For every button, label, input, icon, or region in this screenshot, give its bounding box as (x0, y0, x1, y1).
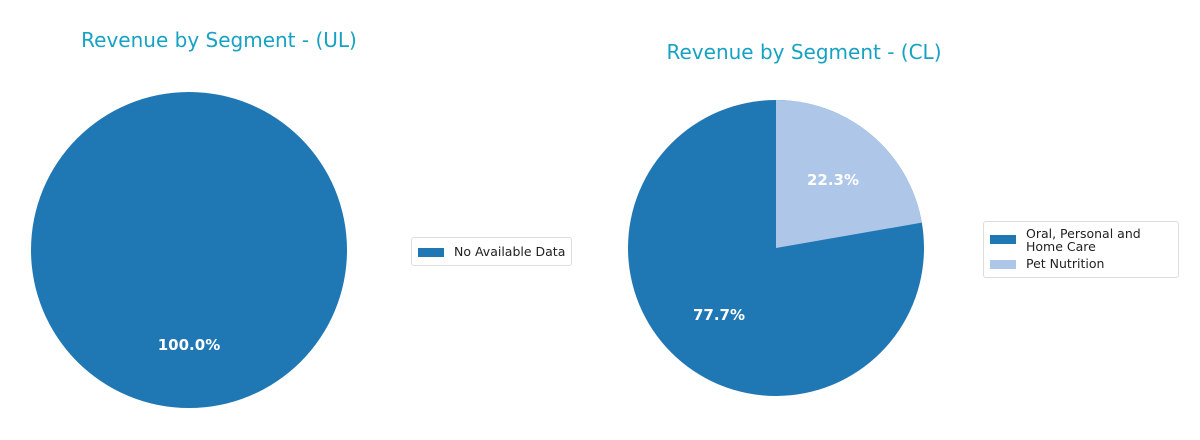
slice-label-oral-personal-home-care: 77.7% (693, 306, 745, 324)
legend-item: Oral, Personal and Home Care (990, 227, 1172, 253)
legend-label: No Available Data (454, 244, 566, 259)
legend-swatch (990, 235, 1016, 244)
legend-label: Oral, Personal and Home Care (1026, 226, 1141, 254)
slice-no-available-data (31, 92, 347, 408)
slice-pet-nutrition (776, 100, 922, 248)
legend-swatch (418, 248, 444, 257)
legend-swatch (990, 260, 1016, 269)
pie-cl: 22.3% 77.7% (628, 100, 924, 396)
legend-ul: No Available Data (411, 237, 573, 266)
slice-label-pet-nutrition: 22.3% (807, 171, 859, 189)
pie-ul: 100.0% (31, 92, 347, 408)
legend-cl: Oral, Personal and Home Care Pet Nutriti… (983, 221, 1179, 278)
legend-label: Pet Nutrition (1026, 256, 1105, 271)
chart-title-ul: Revenue by Segment - (UL) (81, 28, 357, 52)
chart-title-cl: Revenue by Segment - (CL) (666, 40, 942, 64)
legend-item: No Available Data (418, 245, 565, 258)
legend-item: Pet Nutrition (990, 257, 1172, 270)
slice-label-ul: 100.0% (158, 336, 220, 354)
